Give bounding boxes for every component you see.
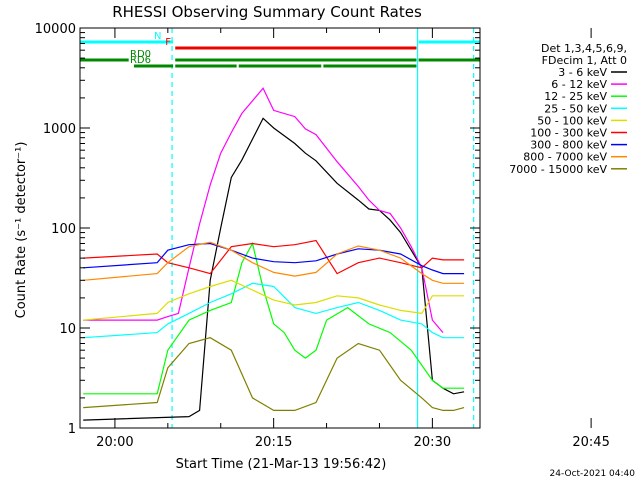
- series-line-1: [83, 87, 444, 333]
- series-line-2: [83, 241, 465, 395]
- y-tick-label: 100: [51, 222, 76, 237]
- legend-entry-label: 300 - 800 keV: [530, 139, 607, 152]
- chart-title: RHESSI Observing Summary Count Rates: [112, 3, 422, 21]
- footer-date: 24-Oct-2021 04:40: [550, 469, 636, 479]
- legend-entry-label: 6 - 12 keV: [551, 78, 607, 91]
- y-tick-label: 10: [59, 322, 76, 337]
- x-tick-label: 20:45: [572, 435, 609, 450]
- legend-header: Det 1,3,4,5,6,9,: [541, 42, 627, 55]
- series-line-7: [83, 241, 465, 284]
- legend-entry-label: 25 - 50 keV: [544, 102, 607, 115]
- legend-header: FDecim 1, Att 0: [542, 54, 627, 67]
- axes: 11010010001000020:0020:1520:3020:4521:00…: [35, 22, 610, 450]
- flag-label-rd6: RD6: [130, 55, 151, 66]
- series-line-5: [83, 239, 465, 275]
- plot-frame: [79, 27, 481, 429]
- flag-label-f: F: [165, 37, 171, 48]
- series-line-6: [83, 242, 465, 275]
- y-tick-label: 10000: [35, 22, 76, 37]
- flag-label-n: N: [154, 31, 161, 42]
- x-tick-label: 20:15: [255, 435, 292, 450]
- y-tick-label: 1: [68, 422, 76, 437]
- legend-entry-label: 12 - 25 keV: [544, 90, 607, 103]
- y-axis-label: Count Rate (s⁻¹ detector⁻¹): [14, 142, 29, 319]
- x-tick-label: 20:00: [96, 435, 133, 450]
- series-line-0: [83, 117, 465, 421]
- legend-entry-label: 7000 - 15000 keV: [509, 163, 607, 176]
- y-tick-label: 1000: [43, 122, 76, 137]
- x-axis-label: Start Time (21-Mar-13 19:56:42): [176, 457, 387, 472]
- legend-entry-label: 3 - 6 keV: [558, 66, 607, 79]
- legend-entry-label: 800 - 7000 keV: [523, 151, 607, 164]
- x-tick-label: 20:30: [414, 435, 451, 450]
- series-line-8: [83, 337, 465, 411]
- legend: Det 1,3,4,5,6,9,FDecim 1, Att 03 - 6 keV…: [509, 42, 627, 176]
- series-line-4: [83, 279, 465, 321]
- legend-entry-label: 100 - 300 keV: [530, 127, 607, 140]
- series-line-3: [83, 282, 465, 339]
- flag-label-rd0: RD0: [130, 49, 151, 60]
- legend-entry-label: 50 - 100 keV: [537, 114, 607, 127]
